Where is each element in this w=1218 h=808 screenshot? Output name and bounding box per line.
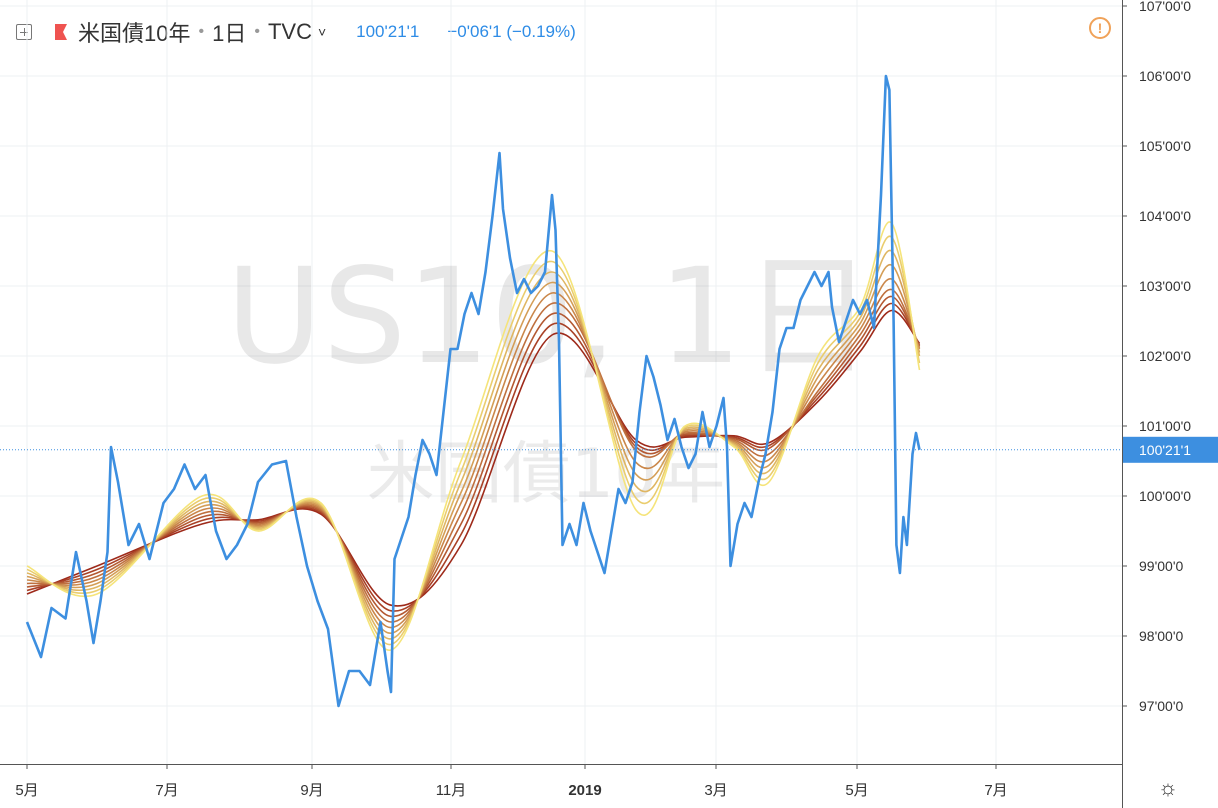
ema-ribbon: [26, 221, 921, 651]
chevron-down-icon[interactable]: ˅: [317, 24, 327, 40]
last-price-badge: 100'21'1: [1123, 436, 1218, 463]
separator-dot: •: [198, 23, 205, 40]
x-axis-tick-label: 5月: [15, 782, 38, 799]
watermark-line-1: US10, 1日: [226, 240, 874, 394]
last-price-badge-label: 100'21'1: [1139, 442, 1191, 458]
x-axis-tick-label: 11月: [436, 782, 467, 799]
y-axis-tick-label: 100'00'0: [1139, 488, 1191, 504]
price-line: [25, 74, 921, 708]
last-price-badge-bg: [1123, 436, 1218, 463]
y-axis-tick-label: 101'00'0: [1139, 418, 1191, 434]
y-axis-tick-label: 107'00'0: [1139, 0, 1191, 14]
x-axis-tick-label: 2019: [568, 782, 601, 799]
plus-square-icon[interactable]: [16, 24, 32, 40]
y-axis-tick-label: 105'00'0: [1139, 138, 1191, 154]
x-axis-tick-label: 5月: [845, 782, 868, 799]
separator-dot: •: [254, 23, 260, 40]
y-axis-tick-label: 99'00'0: [1139, 558, 1183, 574]
y-axis-tick-label: 106'00'0: [1139, 68, 1191, 84]
y-axis-tick-label: 104'00'0: [1139, 208, 1191, 224]
grid-lines: [0, 0, 1122, 764]
exclamation-circle-icon[interactable]: !: [1089, 17, 1111, 39]
x-axis-tick-label: 3月: [704, 782, 727, 799]
y-axis-ticks: 97'00'0 98'00'0 99'00'0 100'00'0 101'00'0 102…: [1122, 0, 1191, 714]
flag-icon: [55, 24, 67, 40]
ema-ribbon-line: [26, 221, 921, 651]
y-axis-tick-label: 103'00'0: [1139, 278, 1191, 294]
gear-icon[interactable]: ☼: [1157, 775, 1179, 800]
x-axis-tick-label: 7月: [155, 782, 178, 799]
exchange-label: TVC: [267, 19, 312, 44]
x-axis-tick-label: 9月: [300, 782, 323, 799]
x-axis-ticks: 5月 7月 9月 11月 2019 3月 5月 7月: [15, 764, 1008, 799]
symbol-name[interactable]: 米国債10年: [78, 21, 191, 46]
x-axis-tick-label: 7月: [984, 782, 1007, 799]
last-price-value: 100'21'1: [356, 22, 420, 41]
y-axis-tick-label: 98'00'0: [1139, 628, 1183, 644]
y-axis-tick-label: 102'00'0: [1139, 348, 1191, 364]
chart-legend-header: 米国債10年 • 1日 • TVC ˅ 100'21'1 −0'06'1 (−0…: [16, 16, 576, 48]
y-axis-tick-label: 97'00'0: [1139, 698, 1183, 714]
interval-label[interactable]: 1日: [212, 21, 247, 46]
price-change-value: −0'06'1 (−0.19%): [447, 22, 576, 41]
